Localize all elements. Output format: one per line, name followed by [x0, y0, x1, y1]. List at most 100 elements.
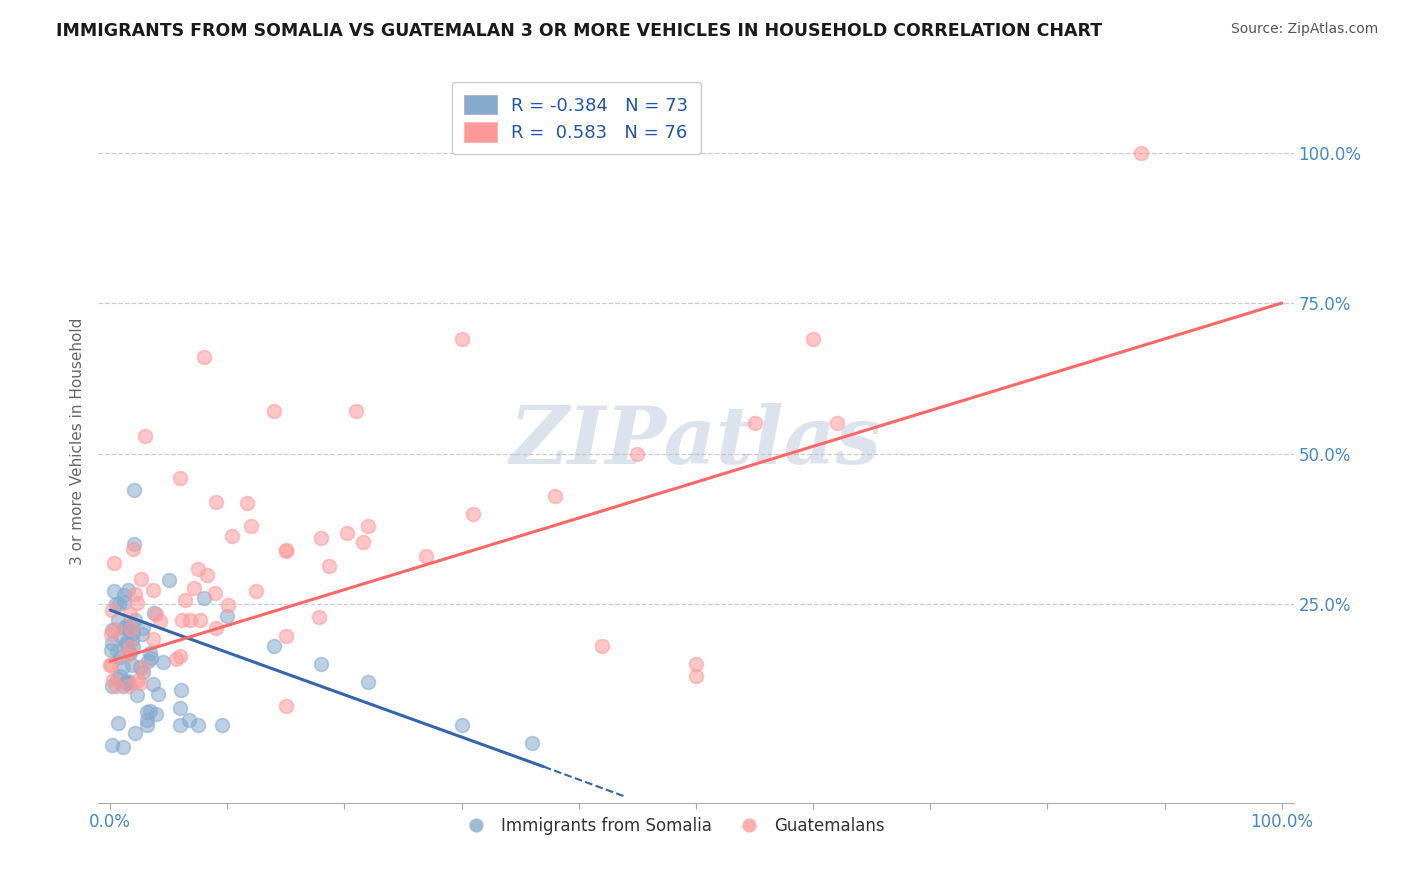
Point: [125, 688, 148, 702]
Point: [108, 669, 131, 683]
Point: [177, 714, 200, 728]
Point: [149, 614, 172, 628]
Point: [100, 627, 122, 641]
Point: [103, 556, 125, 570]
Point: [139, 704, 162, 718]
Point: [101, 636, 124, 650]
Point: [100, 657, 122, 672]
Point: [101, 603, 124, 617]
Point: [309, 657, 332, 672]
Point: [336, 525, 359, 540]
Point: [101, 673, 124, 687]
Point: [110, 630, 132, 644]
Point: [174, 593, 197, 607]
Point: [344, 404, 367, 418]
Point: [115, 618, 138, 632]
Point: [274, 542, 297, 557]
Point: [801, 332, 824, 346]
Point: [274, 699, 297, 714]
Point: [98, 658, 121, 673]
Point: [117, 623, 139, 637]
Point: [122, 626, 145, 640]
Point: [127, 673, 149, 687]
Point: [122, 537, 145, 551]
Point: [124, 613, 146, 627]
Point: [143, 606, 166, 620]
Point: [145, 706, 167, 721]
Point: [139, 651, 162, 665]
Point: [128, 660, 150, 674]
Point: [263, 404, 285, 418]
Point: [136, 654, 159, 668]
Point: [104, 597, 127, 611]
Point: [276, 543, 298, 558]
Point: [115, 675, 138, 690]
Point: [352, 534, 374, 549]
Point: [520, 735, 543, 749]
Point: [463, 507, 485, 521]
Point: [104, 623, 127, 637]
Point: [195, 568, 218, 582]
Point: [122, 483, 145, 497]
Point: [236, 496, 259, 510]
Point: [101, 679, 124, 693]
Point: [169, 717, 191, 731]
Point: [318, 559, 340, 574]
Point: [309, 531, 332, 545]
Point: [117, 648, 139, 662]
Point: [132, 665, 155, 679]
Point: [118, 680, 141, 694]
Point: [101, 623, 124, 637]
Point: [142, 677, 165, 691]
Point: [193, 350, 215, 364]
Point: [157, 573, 180, 587]
Point: [131, 572, 153, 586]
Point: [132, 661, 155, 675]
Text: ZIPatlas: ZIPatlas: [510, 403, 882, 480]
Point: [245, 584, 267, 599]
Point: [112, 588, 135, 602]
Point: [450, 717, 472, 731]
Point: [544, 489, 567, 503]
Point: [450, 332, 472, 346]
Point: [825, 417, 848, 431]
Point: [591, 639, 613, 653]
Point: [744, 417, 766, 431]
Point: [685, 669, 707, 683]
Point: [112, 659, 135, 673]
Point: [127, 596, 149, 610]
Point: [105, 643, 128, 657]
Point: [117, 675, 139, 690]
Point: [136, 713, 159, 727]
Point: [136, 717, 159, 731]
Point: [107, 715, 129, 730]
Point: [120, 618, 142, 632]
Point: [221, 528, 243, 542]
Point: [118, 645, 141, 659]
Point: [138, 646, 160, 660]
Point: [183, 581, 205, 595]
Point: [169, 471, 191, 485]
Point: [204, 494, 226, 508]
Point: [211, 717, 233, 731]
Point: [193, 591, 215, 606]
Point: [121, 633, 143, 648]
Point: [114, 676, 136, 690]
Point: [145, 607, 167, 621]
Point: [274, 629, 297, 643]
Point: [152, 655, 174, 669]
Point: [179, 613, 201, 627]
Point: [131, 621, 153, 635]
Point: [103, 584, 125, 599]
Point: [118, 640, 141, 654]
Point: [115, 635, 138, 649]
Point: [357, 675, 380, 690]
Point: [108, 649, 131, 664]
Point: [118, 624, 141, 638]
Point: [121, 640, 143, 655]
Point: [122, 541, 145, 556]
Point: [204, 586, 226, 600]
Point: [117, 674, 139, 689]
Point: [120, 607, 142, 621]
Point: [134, 428, 156, 442]
